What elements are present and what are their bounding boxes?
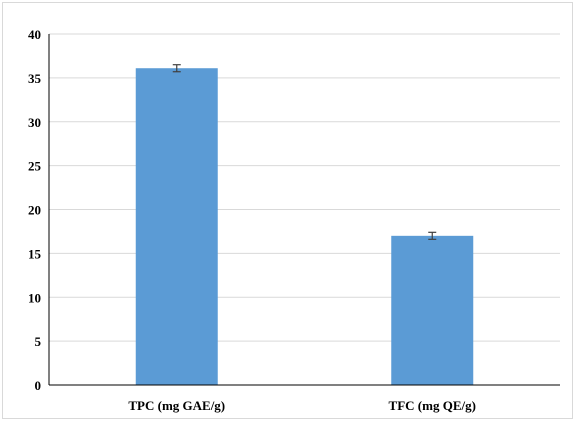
x-tick-labels: TPC (mg GAE/g) TFC (mg QE/g) xyxy=(128,398,476,413)
y-tick-label: 0 xyxy=(35,378,42,393)
bar xyxy=(391,235,474,385)
y-tick-label: 35 xyxy=(28,71,42,86)
x-tick-label: TFC (mg QE/g) xyxy=(389,398,476,413)
y-tick-label: 5 xyxy=(35,334,42,349)
chart-frame xyxy=(2,2,573,419)
y-tick-label: 25 xyxy=(28,159,42,174)
y-tick-label: 40 xyxy=(28,27,41,42)
y-tick-label: 30 xyxy=(28,115,41,130)
x-tick-label: TPC (mg GAE/g) xyxy=(128,398,225,413)
y-tick-labels: 0 5 10 15 20 25 30 35 40 xyxy=(28,27,42,393)
y-tick-label: 20 xyxy=(28,203,41,218)
gridlines xyxy=(49,33,560,342)
y-tick-label: 15 xyxy=(28,246,42,261)
y-tick-label: 10 xyxy=(28,290,41,305)
error-bars xyxy=(172,64,437,240)
bar xyxy=(135,68,218,385)
bars xyxy=(135,68,474,385)
